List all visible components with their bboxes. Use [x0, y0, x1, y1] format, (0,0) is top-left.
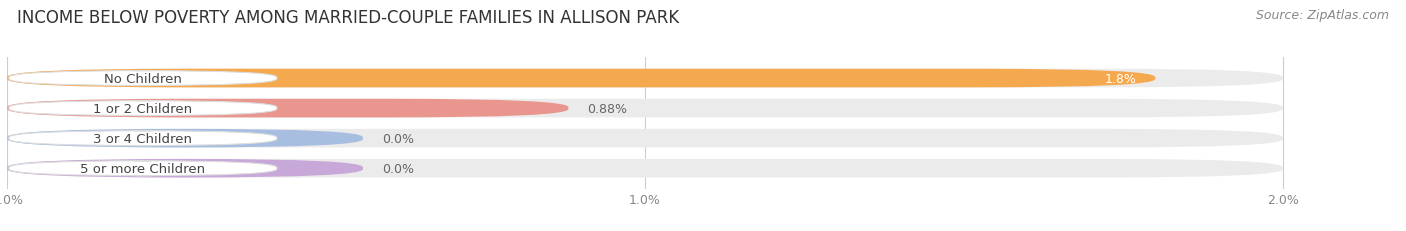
- Text: 3 or 4 Children: 3 or 4 Children: [93, 132, 193, 145]
- Text: 1 or 2 Children: 1 or 2 Children: [93, 102, 193, 115]
- FancyBboxPatch shape: [8, 161, 277, 176]
- Text: No Children: No Children: [104, 72, 181, 85]
- FancyBboxPatch shape: [7, 99, 1282, 118]
- FancyBboxPatch shape: [7, 159, 363, 178]
- Text: 0.0%: 0.0%: [382, 162, 415, 175]
- FancyBboxPatch shape: [8, 71, 277, 86]
- FancyBboxPatch shape: [8, 101, 277, 116]
- FancyBboxPatch shape: [8, 131, 277, 146]
- FancyBboxPatch shape: [7, 70, 1282, 88]
- FancyBboxPatch shape: [7, 159, 1282, 178]
- FancyBboxPatch shape: [7, 129, 1282, 148]
- Text: 0.0%: 0.0%: [382, 132, 415, 145]
- FancyBboxPatch shape: [7, 99, 568, 118]
- Text: 0.88%: 0.88%: [588, 102, 627, 115]
- Text: 1.8%: 1.8%: [1104, 72, 1136, 85]
- Text: 5 or more Children: 5 or more Children: [80, 162, 205, 175]
- FancyBboxPatch shape: [7, 70, 1156, 88]
- Text: INCOME BELOW POVERTY AMONG MARRIED-COUPLE FAMILIES IN ALLISON PARK: INCOME BELOW POVERTY AMONG MARRIED-COUPL…: [17, 9, 679, 27]
- Text: Source: ZipAtlas.com: Source: ZipAtlas.com: [1256, 9, 1389, 22]
- FancyBboxPatch shape: [7, 129, 363, 148]
